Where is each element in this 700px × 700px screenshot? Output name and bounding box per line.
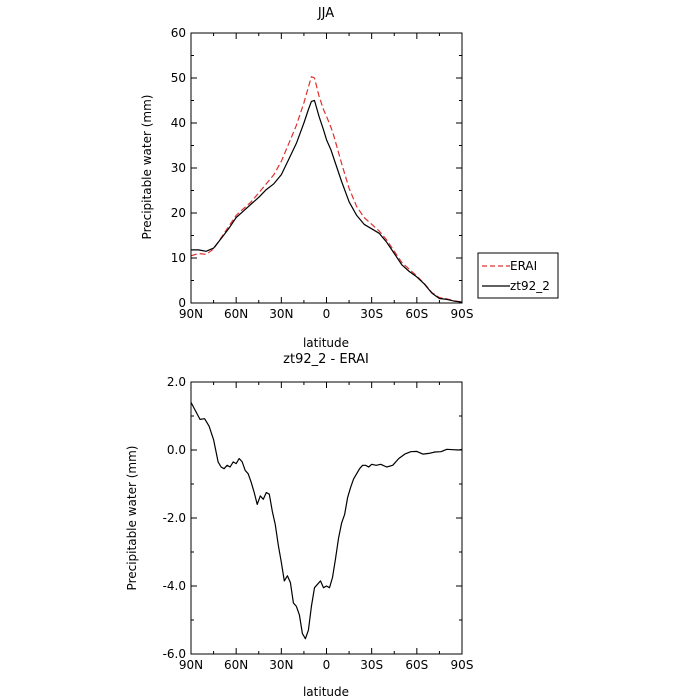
bottom-chart-x-tick-label: 60N bbox=[224, 658, 248, 672]
top-chart-y-tick-label: 60 bbox=[171, 26, 186, 40]
top-chart-y-tick-label: 40 bbox=[171, 116, 186, 130]
top-chart-y-tick-label: 10 bbox=[171, 251, 186, 265]
bottom-chart-panel: zt92_2 - ERAI Precipitable water (mm) la… bbox=[125, 352, 473, 699]
bottom-chart-frame bbox=[190, 381, 463, 655]
bottom-chart-title: zt92_2 - ERAI bbox=[283, 352, 369, 367]
top-chart-frame bbox=[190, 32, 463, 304]
top-chart-x-tick-label: 60N bbox=[224, 307, 248, 321]
bottom-chart-y-tick-label: -4.0 bbox=[163, 579, 186, 593]
bottom-chart-y-tick-label: -2.0 bbox=[163, 511, 186, 525]
top-chart-y-tick-label: 30 bbox=[171, 161, 186, 175]
top-chart-y-tick-label: 50 bbox=[171, 71, 186, 85]
top-chart-x-tick-label: 90S bbox=[451, 307, 474, 321]
legend-zt92-label: zt92_2 bbox=[510, 279, 550, 293]
bottom-chart-x-tick-label: 90N bbox=[179, 658, 203, 672]
bottom-chart-y-tick-label: 0.0 bbox=[167, 443, 186, 457]
top-chart-x-tick-label: 60S bbox=[405, 307, 428, 321]
top-chart-title: JJA bbox=[317, 6, 334, 21]
bottom-chart-y-tick-label: -6.0 bbox=[163, 647, 186, 661]
legend: ERAI zt92_2 bbox=[477, 252, 559, 299]
legend-box bbox=[477, 252, 559, 299]
top-chart-x-tick-label: 90N bbox=[179, 307, 203, 321]
top-chart-x-tick-label: 0 bbox=[323, 307, 331, 321]
top-chart-xlabel: latitude bbox=[303, 336, 349, 350]
legend-erai-label: ERAI bbox=[510, 259, 537, 273]
top-chart-y-tick-label: 0 bbox=[178, 296, 186, 310]
bottom-chart-xlabel: latitude bbox=[303, 685, 349, 699]
bottom-chart-x-tick-label: 30S bbox=[360, 658, 383, 672]
bottom-chart-x-tick-label: 60S bbox=[405, 658, 428, 672]
top-chart-x-tick-label: 30S bbox=[360, 307, 383, 321]
top-chart-panel: JJA Precipitable water (mm) latitude 90N… bbox=[140, 6, 473, 350]
bottom-chart-x-tick-label: 0 bbox=[323, 658, 331, 672]
bottom-chart-x-tick-label: 90S bbox=[451, 658, 474, 672]
bottom-chart-ylabel: Precipitable water (mm) bbox=[125, 446, 139, 591]
top-chart-ylabel: Precipitable water (mm) bbox=[140, 95, 154, 240]
top-chart-x-tick-label: 30N bbox=[269, 307, 293, 321]
top-chart-series-erai-line bbox=[190, 76, 463, 303]
bottom-chart-series-zt92-2-erai-line bbox=[190, 402, 463, 640]
top-chart-y-tick-label: 20 bbox=[171, 206, 186, 220]
bottom-chart-x-tick-label: 30N bbox=[269, 658, 293, 672]
bottom-chart-y-tick-label: 2.0 bbox=[167, 375, 186, 389]
top-chart-series-zt92-2-line bbox=[191, 99, 463, 303]
